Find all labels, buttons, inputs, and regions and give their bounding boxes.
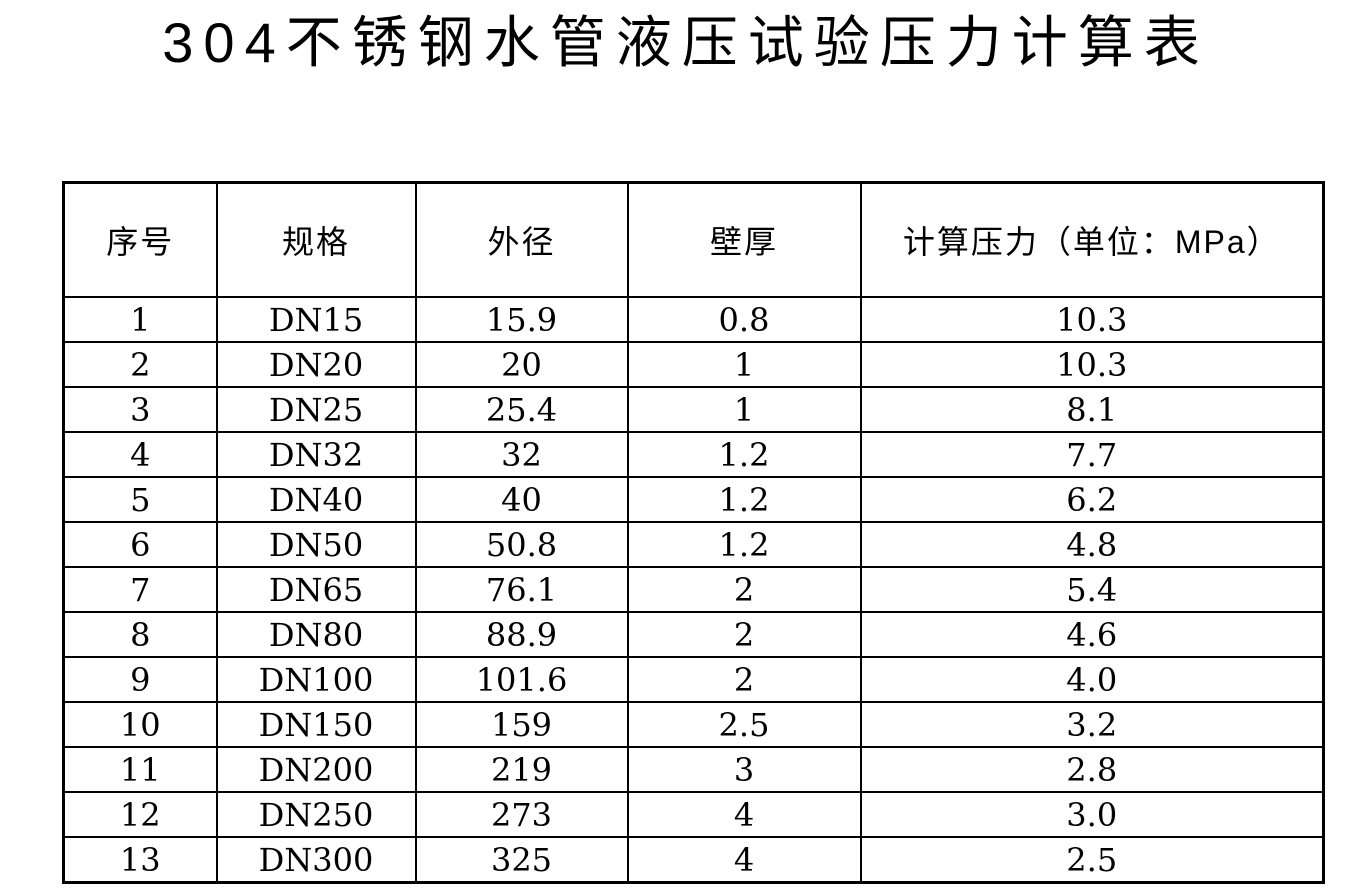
cell-index: 8 [62, 611, 218, 658]
table-row: 9 DN100 101.6 2 4.0 [62, 656, 1325, 703]
cell-index: 11 [62, 746, 218, 793]
cell-spec: DN40 [215, 476, 417, 523]
cell-outer-diameter: 273 [414, 791, 629, 838]
cell-wall-thickness: 3 [626, 746, 862, 793]
cell-index: 3 [62, 386, 218, 433]
cell-pressure: 3.0 [859, 791, 1325, 838]
table-row: 1 DN15 15.9 0.8 10.3 [62, 296, 1325, 343]
cell-outer-diameter: 101.6 [414, 656, 629, 703]
cell-pressure: 10.3 [859, 341, 1325, 388]
table-row: 5 DN40 40 1.2 6.2 [62, 476, 1325, 523]
cell-spec: DN50 [215, 521, 417, 568]
table-header-row: 序号 规格 外径 壁厚 计算压力（单位：MPa） [62, 181, 1325, 298]
cell-wall-thickness: 2 [626, 566, 862, 613]
table-row: 2 DN20 20 1 10.3 [62, 341, 1325, 388]
table-row: 4 DN32 32 1.2 7.7 [62, 431, 1325, 478]
cell-index: 13 [62, 836, 218, 884]
cell-pressure: 8.1 [859, 386, 1325, 433]
cell-index: 6 [62, 521, 218, 568]
cell-index: 12 [62, 791, 218, 838]
cell-outer-diameter: 88.9 [414, 611, 629, 658]
cell-wall-thickness: 2.5 [626, 701, 862, 748]
cell-pressure: 10.3 [859, 296, 1325, 343]
cell-outer-diameter: 219 [414, 746, 629, 793]
cell-wall-thickness: 0.8 [626, 296, 862, 343]
cell-index: 2 [62, 341, 218, 388]
cell-pressure: 4.0 [859, 656, 1325, 703]
cell-pressure: 4.8 [859, 521, 1325, 568]
cell-outer-diameter: 15.9 [414, 296, 629, 343]
table-row: 6 DN50 50.8 1.2 4.8 [62, 521, 1325, 568]
cell-index: 4 [62, 431, 218, 478]
cell-index: 7 [62, 566, 218, 613]
cell-spec: DN300 [215, 836, 417, 884]
cell-outer-diameter: 25.4 [414, 386, 629, 433]
cell-spec: DN80 [215, 611, 417, 658]
cell-outer-diameter: 40 [414, 476, 629, 523]
cell-wall-thickness: 2 [626, 611, 862, 658]
cell-wall-thickness: 2 [626, 656, 862, 703]
cell-outer-diameter: 325 [414, 836, 629, 884]
table-row: 11 DN200 219 3 2.8 [62, 746, 1325, 793]
cell-pressure: 2.5 [859, 836, 1325, 884]
cell-pressure: 5.4 [859, 566, 1325, 613]
table-row: 8 DN80 88.9 2 4.6 [62, 611, 1325, 658]
header-outer-diameter: 外径 [414, 181, 629, 298]
cell-wall-thickness: 1.2 [626, 476, 862, 523]
header-index: 序号 [62, 181, 218, 298]
cell-spec: DN65 [215, 566, 417, 613]
cell-wall-thickness: 1.2 [626, 521, 862, 568]
cell-pressure: 4.6 [859, 611, 1325, 658]
cell-wall-thickness: 4 [626, 791, 862, 838]
cell-pressure: 7.7 [859, 431, 1325, 478]
cell-pressure: 3.2 [859, 701, 1325, 748]
cell-wall-thickness: 1 [626, 386, 862, 433]
header-spec: 规格 [215, 181, 417, 298]
cell-wall-thickness: 4 [626, 836, 862, 884]
header-pressure: 计算压力（单位：MPa） [859, 181, 1325, 298]
cell-index: 5 [62, 476, 218, 523]
cell-index: 9 [62, 656, 218, 703]
cell-outer-diameter: 32 [414, 431, 629, 478]
cell-index: 1 [62, 296, 218, 343]
table-row: 3 DN25 25.4 1 8.1 [62, 386, 1325, 433]
cell-spec: DN200 [215, 746, 417, 793]
cell-spec: DN250 [215, 791, 417, 838]
cell-index: 10 [62, 701, 218, 748]
pressure-table: 序号 规格 外径 壁厚 计算压力（单位：MPa） 1 DN15 15.9 0.8 10.… [62, 181, 1325, 884]
cell-spec: DN100 [215, 656, 417, 703]
table-body: 1 DN15 15.9 0.8 10.3 2 DN20 20 1 10.3 3 DN25 25.4 1 8.… [62, 296, 1325, 884]
cell-pressure: 2.8 [859, 746, 1325, 793]
cell-outer-diameter: 159 [414, 701, 629, 748]
page-title: 304不锈钢水管液压试验压力计算表 [162, 11, 1210, 74]
cell-wall-thickness: 1 [626, 341, 862, 388]
cell-wall-thickness: 1.2 [626, 431, 862, 478]
cell-outer-diameter: 20 [414, 341, 629, 388]
header-wall-thickness: 壁厚 [626, 181, 862, 298]
table-row: 7 DN65 76.1 2 5.4 [62, 566, 1325, 613]
cell-outer-diameter: 76.1 [414, 566, 629, 613]
cell-spec: DN25 [215, 386, 417, 433]
cell-spec: DN15 [215, 296, 417, 343]
table-row: 13 DN300 325 4 2.5 [62, 836, 1325, 884]
table-row: 10 DN150 159 2.5 3.2 [62, 701, 1325, 748]
table-row: 12 DN250 273 4 3.0 [62, 791, 1325, 838]
cell-spec: DN32 [215, 431, 417, 478]
cell-spec: DN150 [215, 701, 417, 748]
cell-pressure: 6.2 [859, 476, 1325, 523]
cell-outer-diameter: 50.8 [414, 521, 629, 568]
cell-spec: DN20 [215, 341, 417, 388]
